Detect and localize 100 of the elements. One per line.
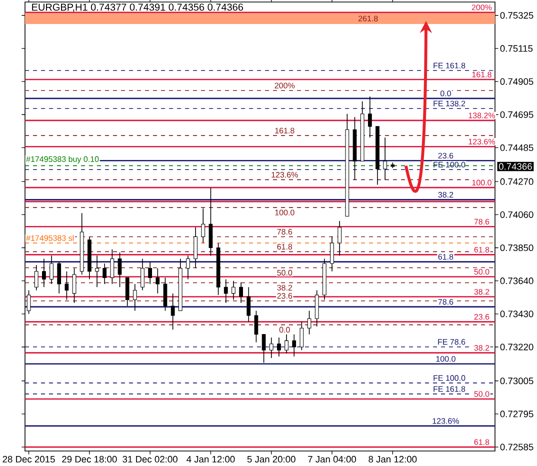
candlestick: [34, 264, 38, 291]
candlestick: [50, 255, 54, 284]
ref-line-label: FE 138.2: [434, 100, 466, 106]
ref-line-label: FE 78.6: [438, 339, 466, 345]
candlestick: [277, 337, 281, 357]
candlestick: [110, 248, 114, 284]
candlestick: [208, 187, 213, 256]
x-tick-label: 7 Jan 04:00: [308, 456, 356, 463]
annotation: 78.6: [277, 228, 292, 235]
candlestick: [186, 255, 190, 280]
candlestick: [95, 255, 99, 288]
x-tick-label: 28 Dec 2015: [2, 456, 55, 463]
candlestick: [338, 220, 342, 256]
candlestick: [170, 293, 175, 330]
annotation: 50.0: [474, 268, 490, 275]
candlestick: [246, 286, 251, 322]
annotation: 123.6%: [432, 418, 460, 424]
y-tick-label: 0.74270: [500, 178, 534, 185]
annotation: 23.6: [277, 293, 292, 299]
annotation: 200%: [274, 82, 295, 88]
ref-line-label: FE 161.8: [434, 386, 466, 392]
y-tick-label: 0.72585: [500, 444, 534, 450]
annotation: 100.0: [436, 356, 456, 362]
y-tick-label: 0.74695: [500, 111, 534, 118]
x-tick-label: 4 Jan 12:00: [186, 456, 235, 463]
annotation: 78.6: [438, 299, 454, 305]
annotation: 100.0: [472, 180, 492, 186]
annotation: 38.2: [474, 288, 490, 295]
annotation: 78.6: [474, 218, 490, 225]
y-tick-label: 0.75325: [500, 12, 534, 19]
y-tick-label: 0.73220: [500, 344, 534, 350]
chart-title: EURGBP,H1 0.74377 0.74391 0.74356 0.74366: [32, 4, 244, 12]
candlestick: [148, 262, 152, 284]
candlestick: [368, 96, 372, 138]
x-tick-label: 5 Jan 20:00: [247, 456, 296, 463]
y-tick-label: 0.75115: [500, 45, 533, 52]
candlestick: [57, 262, 62, 294]
candlestick: [314, 290, 319, 327]
candlestick: [163, 277, 168, 312]
annotation: 138.2%: [468, 112, 496, 118]
candlestick: [64, 270, 69, 300]
candlestick: [300, 321, 304, 351]
candlestick: [307, 310, 312, 335]
y-tick-label: 0.73430: [500, 310, 534, 318]
candlestick: [239, 282, 243, 304]
annotation: 0.0: [279, 326, 290, 333]
ref-line-label: #17495383 buy 0.10: [26, 156, 99, 164]
annotation: 61.8: [277, 244, 292, 250]
candlestick: [383, 137, 388, 180]
annotation: 0.0: [440, 90, 451, 96]
ref-line-label: #17495383 sl: [26, 235, 74, 241]
candlestick: [269, 337, 274, 358]
text: 0.74366: [498, 163, 532, 170]
annotation: 23.6: [438, 152, 454, 159]
candlestick: [140, 258, 144, 291]
x-tick-label: 8 Jan 12:00: [368, 456, 417, 463]
x-tick-label: 31 Dec 02:00: [122, 456, 178, 463]
candlestick: [72, 268, 76, 304]
candlestick: [292, 334, 296, 357]
y-tick-label: 0.74485: [500, 144, 534, 152]
annotation: 100.0: [275, 210, 294, 216]
candlestick: [156, 268, 160, 294]
y-tick-label: 0.74905: [500, 78, 534, 85]
x-tick-label: 29 Dec 18:00: [62, 456, 117, 463]
candlestick: [232, 280, 236, 300]
annotation: 38.2: [438, 192, 454, 198]
candlestick: [132, 284, 137, 312]
annotation: 61.8: [474, 439, 490, 445]
annotation: 50.0: [474, 391, 490, 397]
candlestick: [330, 236, 334, 272]
annotation: 38.2: [474, 345, 490, 351]
candlestick: [194, 226, 198, 269]
candlestick: [125, 277, 130, 306]
ref-line-label: FE 100.0: [434, 375, 466, 381]
annotation: 161.8: [275, 128, 294, 134]
y-tick-label: 0.73640: [500, 278, 534, 284]
y-tick-label: 0.72795: [500, 410, 534, 418]
candlestick: [224, 278, 228, 304]
candlestick: [284, 334, 288, 354]
annotation: 61.8: [474, 246, 490, 253]
band-label: 261.8: [358, 16, 378, 22]
annotation: 123.6%: [272, 172, 298, 178]
candlestick: [262, 334, 266, 364]
candlestick: [254, 310, 258, 343]
annotation: 23.6: [474, 314, 490, 320]
y-tick-label: 0.74060: [500, 211, 534, 218]
ref-line-label: FE 100.0: [434, 162, 466, 168]
candlestick: [201, 208, 206, 244]
annotation: 61.8: [438, 254, 454, 260]
candlestick: [102, 263, 107, 284]
annotation: 161.8: [472, 72, 492, 78]
annotation: 50.0: [277, 270, 292, 276]
ref-line-label: FE 161.8: [434, 62, 466, 68]
y-tick-label: 0.73850: [500, 244, 534, 252]
annotation: 200%: [472, 4, 492, 10]
annotation: 38.2: [277, 284, 292, 291]
annotation: 123.6%: [468, 138, 496, 144]
candlestick: [42, 258, 46, 288]
candlestick: [118, 252, 122, 288]
y-tick-label: 0.73005: [500, 378, 534, 384]
